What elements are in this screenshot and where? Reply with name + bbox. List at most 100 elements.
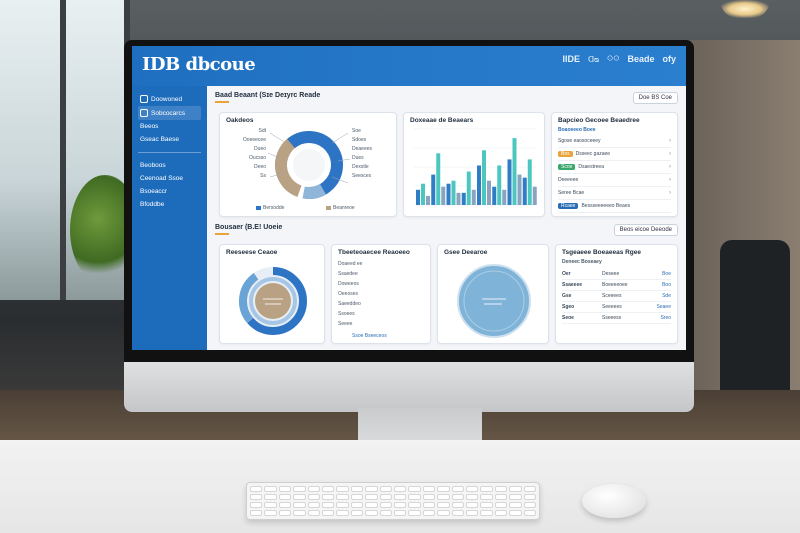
keyboard-key[interactable]: [408, 486, 421, 492]
list-item[interactable]: Doweeos: [338, 281, 359, 287]
sidebar-item[interactable]: Ceenoad Ssoe: [138, 172, 201, 185]
app-logo[interactable]: IDB dbcoue: [142, 54, 256, 75]
keyboard-key[interactable]: [250, 486, 263, 492]
keyboard-key[interactable]: [365, 502, 378, 508]
keyboard-key[interactable]: [264, 510, 277, 516]
sidebar-item[interactable]: Beeos: [138, 120, 201, 133]
keyboard-key[interactable]: [408, 510, 421, 516]
list-item[interactable]: Sgose eaosoceeey ›: [558, 135, 671, 148]
keyboard-key[interactable]: [509, 486, 522, 492]
keyboard-key[interactable]: [437, 510, 450, 516]
sidebar-item[interactable]: Beoboos: [138, 159, 201, 172]
keyboard-key[interactable]: [408, 494, 421, 500]
filter-button[interactable]: Doe BS Coe: [632, 92, 678, 104]
keyboard-key[interactable]: [307, 502, 320, 508]
keyboard-key[interactable]: [336, 486, 349, 492]
keyboard-key[interactable]: [321, 502, 335, 508]
keyboard-key[interactable]: [523, 486, 536, 492]
keyboard-key[interactable]: [480, 510, 493, 516]
keyboard-key[interactable]: [307, 486, 320, 492]
keyboard-key[interactable]: [321, 510, 335, 516]
keyboard-key[interactable]: [465, 502, 479, 508]
keyboard-key[interactable]: [408, 502, 421, 508]
keyboard-key[interactable]: [264, 486, 277, 492]
keyboard-key[interactable]: [509, 510, 522, 516]
card-footer-link[interactable]: Ssoe Bseeceos: [352, 333, 387, 339]
keyboard-key[interactable]: [278, 494, 292, 500]
keyboard-key[interactable]: [307, 510, 320, 516]
sidebar-item[interactable]: Bfoddbe: [138, 198, 201, 211]
keyboard-key[interactable]: [350, 502, 364, 508]
list-item[interactable]: Bes Dsseec gazaee ›: [558, 148, 671, 161]
keyboard-key[interactable]: [293, 502, 306, 508]
sidebar-item[interactable]: Gseac Baese: [138, 133, 201, 146]
keyboard-key[interactable]: [379, 510, 392, 516]
keyboard-key[interactable]: [480, 486, 493, 492]
keyboard-key[interactable]: [509, 494, 522, 500]
topbar-link[interactable]: IIDE: [562, 54, 580, 64]
keyboard-key[interactable]: [250, 510, 263, 516]
keyboard-key[interactable]: [365, 486, 378, 492]
table-row[interactable]: Seoe Sseeess Sreo: [562, 313, 671, 324]
keyboard-key[interactable]: [494, 494, 508, 500]
keyboard-key[interactable]: [523, 502, 536, 508]
keyboard-key[interactable]: [480, 502, 493, 508]
keyboard-key[interactable]: [250, 494, 263, 500]
keyboard-key[interactable]: [379, 486, 392, 492]
keyboard-key[interactable]: [278, 486, 292, 492]
keyboard[interactable]: [246, 482, 540, 520]
table-row[interactable]: Sgeo Seeeees Seaee: [562, 302, 671, 313]
keyboard-key[interactable]: [336, 502, 349, 508]
keyboard-key[interactable]: [494, 502, 508, 508]
keyboard-key[interactable]: [437, 502, 450, 508]
table-row[interactable]: Ssaeeee Boeeeeoee Boo: [562, 280, 671, 291]
keyboard-key[interactable]: [465, 494, 479, 500]
keyboard-key[interactable]: [422, 494, 436, 500]
keyboard-key[interactable]: [365, 510, 378, 516]
list-item[interactable]: Doaeed ee: [338, 261, 363, 267]
keyboard-key[interactable]: [307, 494, 320, 500]
keyboard-key[interactable]: [278, 510, 292, 516]
sidebar-item[interactable]: Bsoeaccr: [138, 185, 201, 198]
keyboard-key[interactable]: [350, 510, 364, 516]
keyboard-key[interactable]: [379, 494, 392, 500]
list-item[interactable]: Deeeeee ›: [558, 174, 671, 187]
keyboard-key[interactable]: [393, 510, 407, 516]
keyboard-key[interactable]: [523, 494, 536, 500]
keyboard-key[interactable]: [293, 510, 306, 516]
keyboard-key[interactable]: [336, 510, 349, 516]
keyboard-key[interactable]: [336, 494, 349, 500]
keyboard-key[interactable]: [293, 494, 306, 500]
sidebar-item-active[interactable]: Sobcocarcs: [138, 106, 201, 120]
sidebar-item[interactable]: Doowoned: [138, 92, 201, 106]
keyboard-key[interactable]: [437, 486, 450, 492]
list-item[interactable]: Ssoees: [338, 311, 355, 317]
table-row[interactable]: Gse Sceeees Sde: [562, 291, 671, 302]
keyboard-key[interactable]: [264, 494, 277, 500]
keyboard-key[interactable]: [523, 510, 536, 516]
keyboard-key[interactable]: [509, 502, 522, 508]
list-item[interactable]: Oeeoses: [338, 291, 359, 297]
keyboard-key[interactable]: [451, 510, 464, 516]
keyboard-key[interactable]: [278, 502, 292, 508]
keyboard-key[interactable]: [437, 494, 450, 500]
topbar-link[interactable]: ꖴꖴ: [607, 54, 620, 63]
keyboard-key[interactable]: [393, 494, 407, 500]
keyboard-key[interactable]: [451, 494, 464, 500]
topbar-link[interactable]: Beade: [627, 54, 655, 64]
keyboard-key[interactable]: [264, 502, 277, 508]
keyboard-key[interactable]: [465, 486, 479, 492]
topbar-link[interactable]: ᗡᴓ: [587, 54, 599, 64]
keyboard-key[interactable]: [321, 486, 335, 492]
list-item[interactable]: Seeee: [338, 321, 353, 327]
keyboard-key[interactable]: [465, 510, 479, 516]
keyboard-key[interactable]: [365, 494, 378, 500]
keyboard-key[interactable]: [393, 502, 407, 508]
keyboard-key[interactable]: [350, 486, 364, 492]
topbar-link[interactable]: ofy: [662, 54, 677, 64]
list-item[interactable]: Ssaedee: [338, 271, 358, 277]
keyboard-key[interactable]: [494, 510, 508, 516]
keyboard-key[interactable]: [350, 494, 364, 500]
list-item[interactable]: Scoe Dsaestreea ›: [558, 161, 671, 174]
keyboard-key[interactable]: [494, 486, 508, 492]
